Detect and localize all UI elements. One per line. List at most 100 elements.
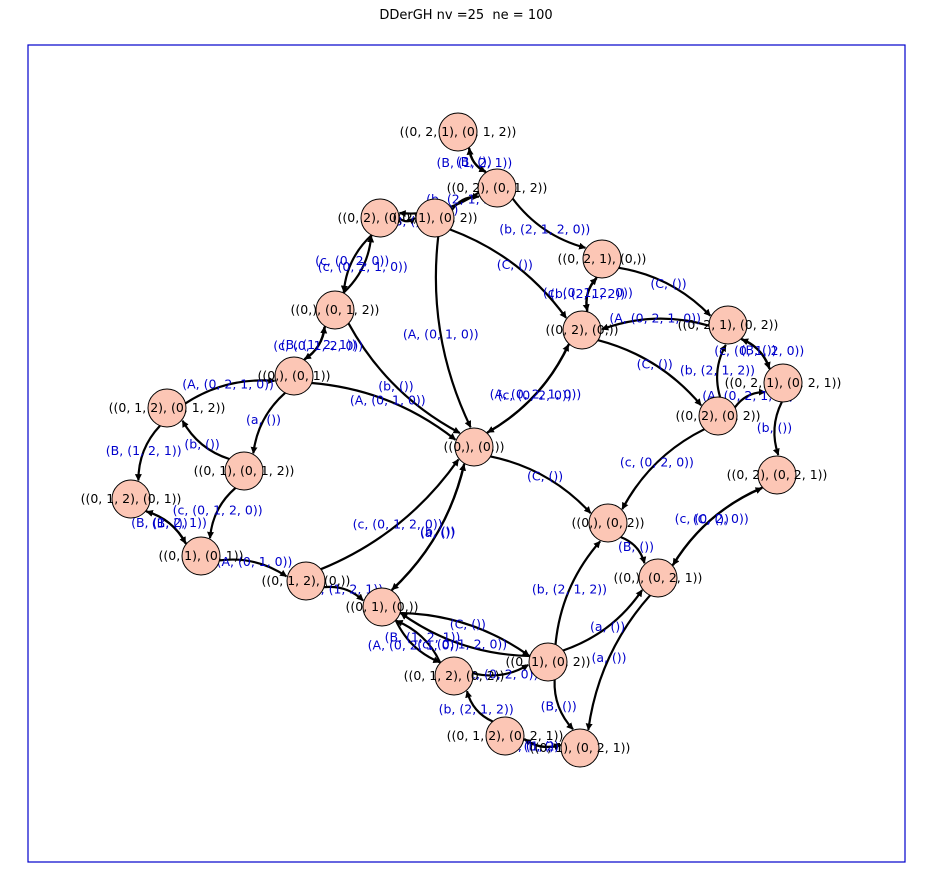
edge xyxy=(601,317,710,331)
graph-node: ((0,), (0, 1)) xyxy=(258,356,331,396)
graph-node: ((0, 1, 2), (0, 1)) xyxy=(81,479,181,519)
edge-label: (B, ()) xyxy=(741,342,777,357)
node-circle xyxy=(286,561,326,601)
edge-label: (A, (0, 1, 0)) xyxy=(403,326,479,341)
edge xyxy=(434,236,472,428)
edge xyxy=(472,663,529,677)
edge xyxy=(207,487,237,539)
plot-frame xyxy=(27,44,906,863)
edge-label: (a, ()) xyxy=(590,619,625,634)
graph-node: ((0, 2), (0, 2)) xyxy=(676,396,761,436)
graph-node: ((0,), (0, 2, 1)) xyxy=(614,558,703,598)
edge-label: (C, ()) xyxy=(650,276,686,291)
node-label: ((0, 2), (0, 1, 2)) xyxy=(447,180,548,195)
node-label: ((0, 2), (0,)) xyxy=(546,322,619,337)
edges-layer xyxy=(134,147,783,751)
edge xyxy=(400,612,531,658)
node-label: ((0, 1), (0, 2, 1)) xyxy=(530,740,631,755)
edge xyxy=(486,344,570,434)
edge xyxy=(621,428,705,510)
edge-label: (B, ()) xyxy=(541,699,577,714)
edge xyxy=(490,455,592,514)
node-circle xyxy=(582,239,622,279)
graph-node: ((0, 2, 1), (0, 2)) xyxy=(678,305,778,345)
edge xyxy=(391,463,466,591)
node-label: ((0, 1), (0, 2)) xyxy=(393,210,478,225)
edge xyxy=(342,235,375,294)
edge-label: (A, (0, 2, 1, 0)) xyxy=(368,638,460,653)
node-label: ((0, 1, 2), (0, 1, 2)) xyxy=(109,400,226,415)
edge-label: (C, ()) xyxy=(450,616,486,631)
node-label: ((0, 2), (0, 2)) xyxy=(676,408,761,423)
edge xyxy=(449,228,567,319)
node-circle xyxy=(562,310,602,350)
graph-node: ((0,), (0, 1, 2)) xyxy=(291,290,379,330)
edge-label: (A, (0, 2, 1, 0)) xyxy=(609,311,701,326)
edge xyxy=(554,540,601,645)
node-circle xyxy=(181,536,221,576)
edge-label: (c, (0, 2, 1, 0)) xyxy=(318,259,408,274)
edge xyxy=(671,487,763,567)
node-label: ((0, 1, 2), (0, 2, 1)) xyxy=(447,728,564,743)
edge xyxy=(553,679,574,731)
edge-label: (B, ()) xyxy=(618,539,654,554)
edge xyxy=(145,510,188,545)
edge-label: (b, (2, 1, 2)) xyxy=(680,362,755,377)
edge-label: (b, ()) xyxy=(524,738,559,753)
node-label: ((0,), (0, 2)) xyxy=(572,515,645,530)
graph-node: ((0, 2, 1), (0,)) xyxy=(558,239,646,279)
node-circle xyxy=(111,479,151,519)
edge-label: (B, (1, 2, 1)) xyxy=(131,515,207,530)
edge-label: (a, ()) xyxy=(246,412,281,427)
graph-node: ((0, 2), (0, 1, 2)) xyxy=(447,168,548,208)
edge-label: (c, (0, 1, 2, 0)) xyxy=(173,503,263,518)
node-circle xyxy=(438,112,478,152)
diagram-title: DDerGH nv =25 ne = 100 xyxy=(379,8,553,23)
node-label: ((0, 1, 2), (0,)) xyxy=(262,573,351,588)
edge-label: (a, ()) xyxy=(591,650,626,665)
edge xyxy=(772,401,783,456)
edge-label: (a, ()) xyxy=(420,525,455,540)
edge-label: (B, (1, 2, 1)) xyxy=(281,337,357,352)
edge-label: (c, (0, 2, 0)) xyxy=(498,387,572,402)
node-circle xyxy=(315,290,355,330)
edge-label: (c, (0, 1, 2, 0)) xyxy=(543,285,633,300)
node-circle xyxy=(477,168,517,208)
edge xyxy=(181,420,230,461)
edge-label: (c, (0, 2, 0)) xyxy=(464,667,538,682)
edge xyxy=(303,326,328,361)
node-circle xyxy=(274,356,314,396)
node-circle xyxy=(224,451,264,491)
node-label: ((0, 2), (0, 2)) xyxy=(338,210,423,225)
node-circle xyxy=(528,642,568,682)
edge xyxy=(524,738,562,749)
edge-label: (c, (0, 2, 0)) xyxy=(620,455,694,470)
edge-label: (c, (0, 2, 0)) xyxy=(315,253,389,268)
edge xyxy=(398,217,416,225)
graph-node: ((0, 1, 2), (0, 1, 2)) xyxy=(109,388,226,428)
edge-label: (C, ()) xyxy=(497,257,533,272)
graph-node: ((0, 1), (0,)) xyxy=(346,587,419,627)
edge xyxy=(618,266,712,317)
edge-label: (b, (2, 1, 2)) xyxy=(532,581,607,596)
edge xyxy=(511,197,587,250)
node-label: ((0,), (0, 2, 1)) xyxy=(614,570,703,585)
graph-node: ((0, 1), (0, 1, 2)) xyxy=(194,451,294,491)
edge xyxy=(620,536,647,564)
node-circle xyxy=(147,388,187,428)
edge-label: (c, (0, 1, 2, 0)) xyxy=(273,338,363,353)
node-label: ((0, 2, 1), (0, 1, 2)) xyxy=(400,124,517,139)
edge xyxy=(134,424,161,482)
graph-node: ((0,), (0, 2)) xyxy=(572,503,645,543)
node-label: ((0, 2), (0, 2, 1)) xyxy=(727,467,828,482)
edge-label: (C, ()) xyxy=(637,357,673,372)
edge-label: (c, (0, 2, 0)) xyxy=(675,511,749,526)
edge xyxy=(466,147,487,174)
node-circle xyxy=(454,427,494,467)
edge-label: (b, (2, 1, 2)) xyxy=(550,286,625,301)
node-label: ((0, 1), (0, 2)) xyxy=(506,654,591,669)
graph-node: ((0, 2, 1), (0, 2, 1)) xyxy=(725,363,841,403)
node-circle xyxy=(360,198,400,238)
node-circle xyxy=(485,716,525,756)
edge-label: (b, ()) xyxy=(420,524,455,539)
